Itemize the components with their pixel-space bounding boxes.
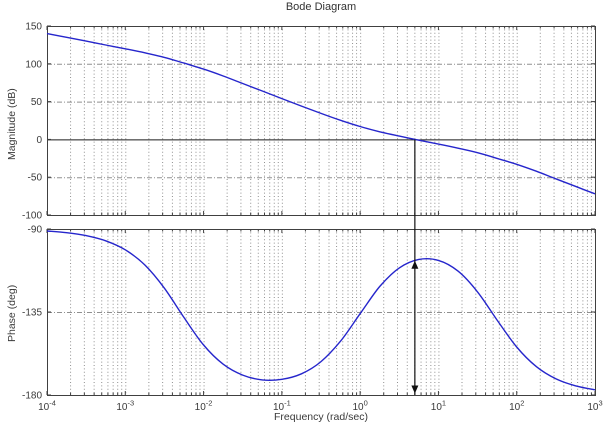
phase-curve bbox=[46, 230, 596, 391]
chart-title: Bode Diagram bbox=[285, 1, 357, 13]
tick-label: -50 bbox=[28, 173, 43, 184]
tick-label: 103 bbox=[587, 399, 602, 414]
x-tick-labels: 10-4 10-3 10-2 10-1 100 101 102 103 bbox=[38, 399, 603, 414]
tick-label: 10-2 bbox=[195, 399, 213, 414]
magnitude-tick-labels: 150 100 50 0 -50 -100 bbox=[22, 22, 42, 222]
tick-label: 10-4 bbox=[38, 399, 56, 414]
phase-margin-arrow-up bbox=[411, 260, 419, 269]
gain-crossover-marker bbox=[411, 139, 419, 395]
tick-label: 100 bbox=[25, 59, 42, 70]
response-curves bbox=[46, 32, 596, 391]
tick-label: -100 bbox=[22, 211, 42, 222]
tick-label: -135 bbox=[22, 308, 42, 319]
tick-marks bbox=[46, 25, 596, 396]
tick-label: 50 bbox=[31, 97, 43, 108]
magnitude-curve bbox=[46, 32, 596, 195]
phase-tick-labels: -90 -135 -180 bbox=[22, 225, 42, 402]
log-grid-vertical bbox=[70, 26, 592, 395]
tick-label: 10-3 bbox=[116, 399, 134, 414]
axes-boxes bbox=[47, 26, 596, 396]
tick-label: -90 bbox=[28, 225, 43, 236]
tick-label: 0 bbox=[36, 135, 42, 146]
tick-label: 100 bbox=[352, 399, 367, 414]
phase-margin-arrow-down bbox=[411, 385, 419, 394]
horizontal-grid bbox=[47, 63, 595, 313]
tick-label: 10-1 bbox=[273, 399, 291, 414]
tick-label: 101 bbox=[431, 399, 446, 414]
frequency-axis-label: Frequency (rad/sec) bbox=[274, 411, 368, 423]
tick-label: 102 bbox=[509, 399, 524, 414]
magnitude-axes-box bbox=[47, 26, 596, 216]
tick-label: -180 bbox=[22, 391, 42, 402]
tick-label: 150 bbox=[25, 22, 42, 33]
